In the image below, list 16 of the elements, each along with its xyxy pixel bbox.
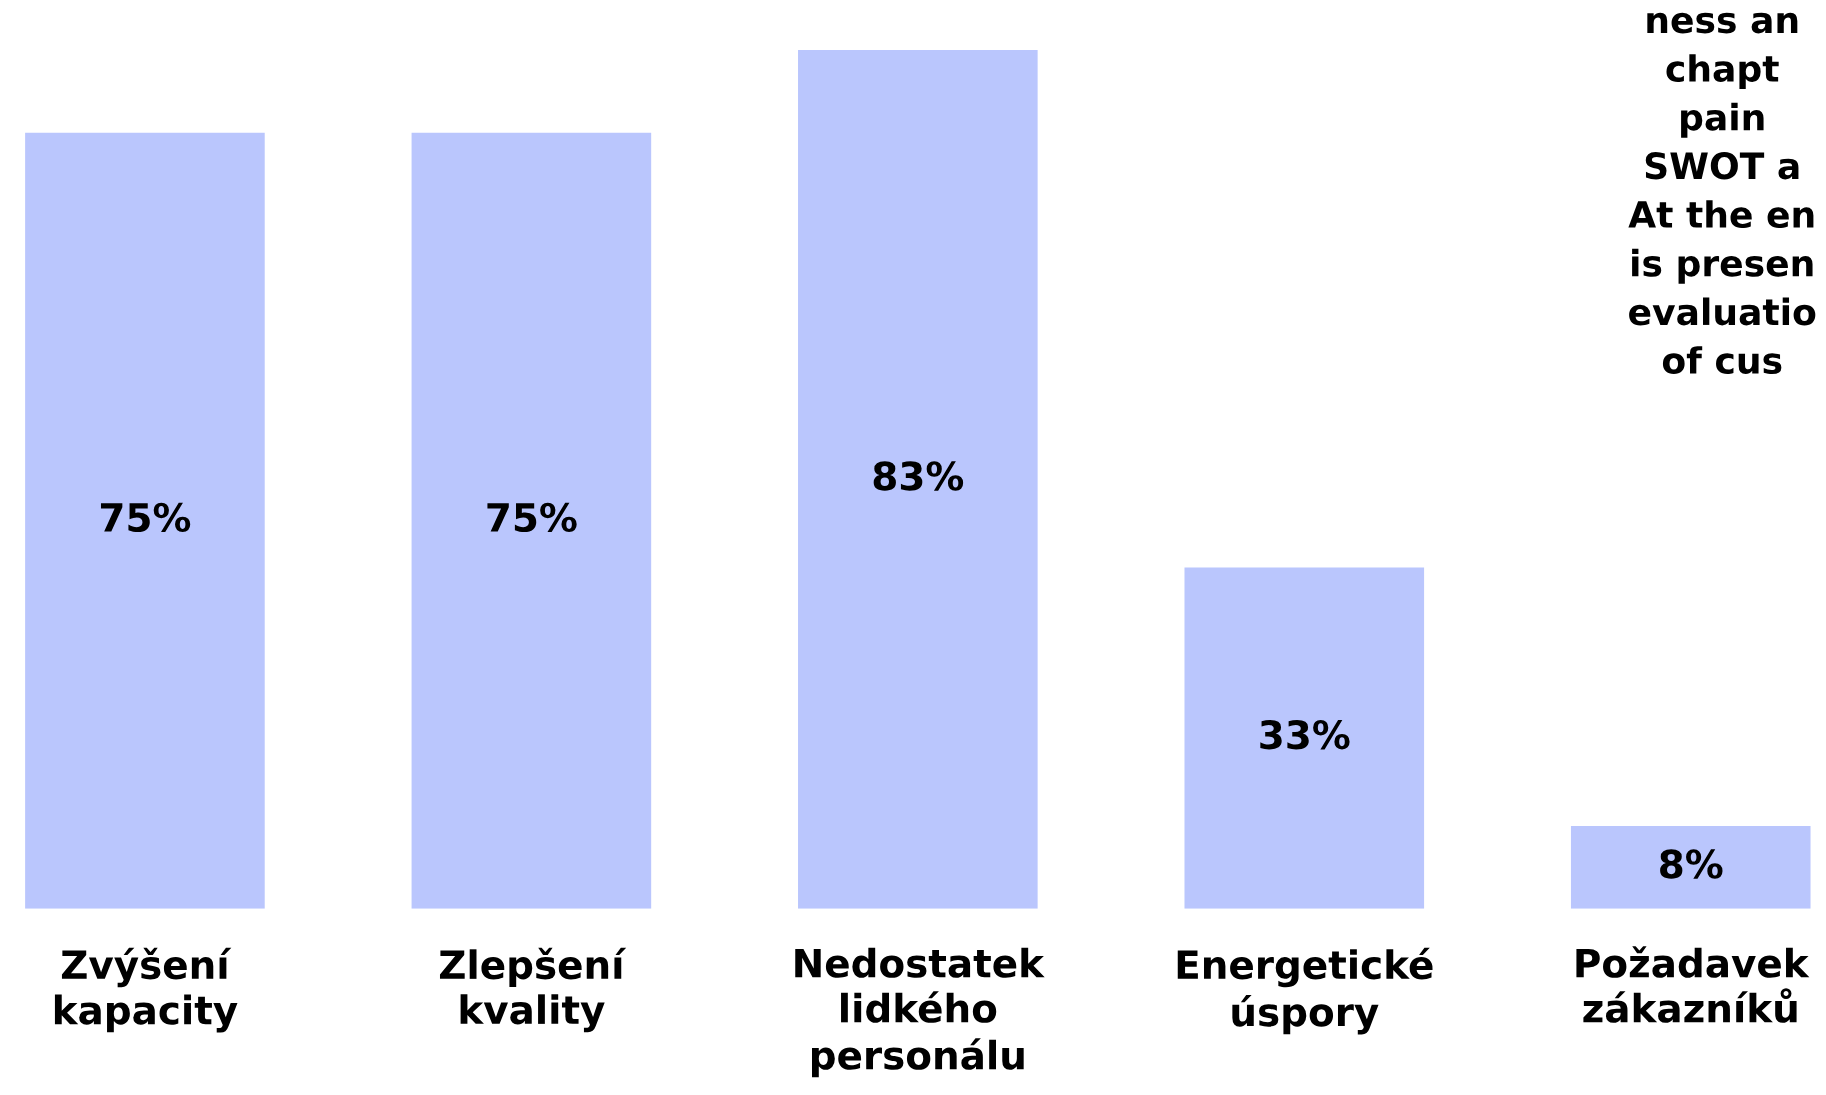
annotation: ness an chapt pain SWOT a At the en is presen evaluatio of cus — [1628, 12, 1816, 375]
bar — [1184, 567, 1425, 909]
data-label: 33% — [1260, 719, 1350, 750]
bar — [798, 50, 1038, 909]
x-tick-label: Nedostatek lidkého personálu — [795, 947, 1045, 1078]
data-label: 83% — [873, 461, 964, 491]
bar — [25, 132, 265, 909]
x-tick-label: Zvýšení kapacity — [54, 947, 238, 1033]
data-label: 8% — [1660, 849, 1723, 879]
data-label: 75% — [100, 502, 191, 533]
x-tick-label: Energetické úspory — [1177, 947, 1433, 1035]
data-label: 75% — [487, 502, 577, 533]
bar — [1570, 826, 1811, 909]
x-tick-label: Požadavek zákazníků — [1576, 946, 1810, 1023]
bar — [411, 132, 652, 909]
x-tick-label: Zlepšení kvality — [439, 947, 627, 1033]
